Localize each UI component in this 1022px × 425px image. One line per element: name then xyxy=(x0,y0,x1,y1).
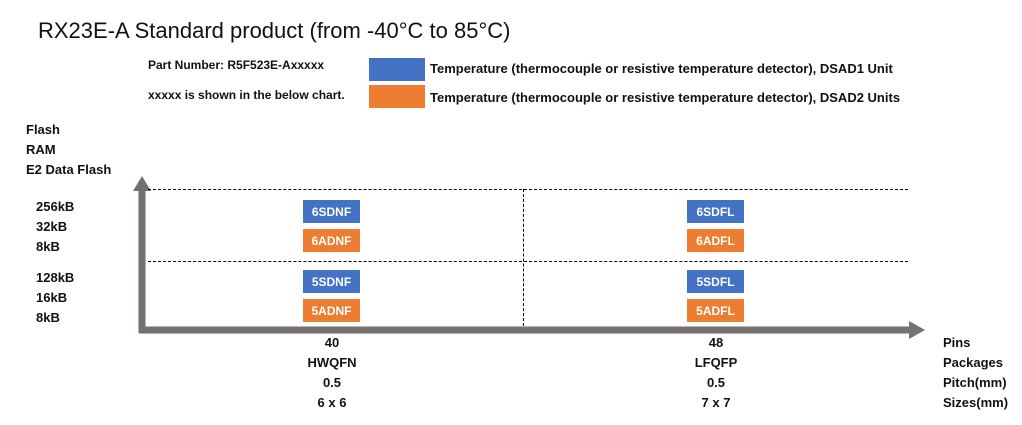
legend-swatch-dsad1 xyxy=(369,58,425,81)
cell-5sdnf: 5SDNF xyxy=(303,270,360,293)
legend-label-dsad1: Temperature (thermocouple or resistive t… xyxy=(430,61,893,76)
y-label-flash: Flash xyxy=(26,122,60,137)
part-number: Part Number: R5F523E-Axxxxx xyxy=(148,58,325,72)
col2-pins: 48 xyxy=(708,335,724,350)
cell-6adnf: 6ADNF xyxy=(303,229,360,252)
row1-e2: 8kB xyxy=(36,239,60,254)
cell-6sdfl: 6SDFL xyxy=(687,200,744,223)
cell-6sdnf: 6SDNF xyxy=(303,200,360,223)
y-label-e2: E2 Data Flash xyxy=(26,162,112,177)
legend-label-dsad2: Temperature (thermocouple or resistive t… xyxy=(430,90,901,105)
x-label-packages: Packages xyxy=(943,355,1003,370)
page-title: RX23E-A Standard product (from -40°C to … xyxy=(38,18,511,43)
note: xxxxx is shown in the below chart. xyxy=(148,88,345,102)
x-axis-arrow-icon xyxy=(909,321,925,339)
row1-flash: 256kB xyxy=(36,199,75,214)
x-label-pins: Pins xyxy=(943,335,971,350)
row2-ram: 16kB xyxy=(36,290,68,305)
x-label-sizes: Sizes(mm) xyxy=(943,395,1009,410)
col1-pins: 40 xyxy=(324,335,340,350)
grid-line-mid xyxy=(148,261,908,262)
row2-flash: 128kB xyxy=(36,270,75,285)
grid-line-vertical xyxy=(523,189,524,326)
row2-e2: 8kB xyxy=(36,310,60,325)
row1-ram: 32kB xyxy=(36,219,68,234)
y-axis-arrow-icon xyxy=(133,176,151,191)
grid-line-top xyxy=(148,189,908,190)
col1-size: 6 x 6 xyxy=(317,395,347,410)
cell-5sdfl: 5SDFL xyxy=(687,270,744,293)
col1-package: HWQFN xyxy=(307,355,357,370)
col2-pitch: 0.5 xyxy=(706,375,726,390)
col2-package: LFQFP xyxy=(694,355,738,370)
col1-pitch: 0.5 xyxy=(322,375,342,390)
legend-swatch-dsad2 xyxy=(369,85,425,108)
cell-5adfl: 5ADFL xyxy=(687,299,744,322)
y-label-ram: RAM xyxy=(26,142,56,157)
x-label-pitch: Pitch(mm) xyxy=(943,375,1007,390)
col2-size: 7 x 7 xyxy=(701,395,731,410)
cell-5adnf: 5ADNF xyxy=(303,299,360,322)
cell-6adfl: 6ADFL xyxy=(687,229,744,252)
